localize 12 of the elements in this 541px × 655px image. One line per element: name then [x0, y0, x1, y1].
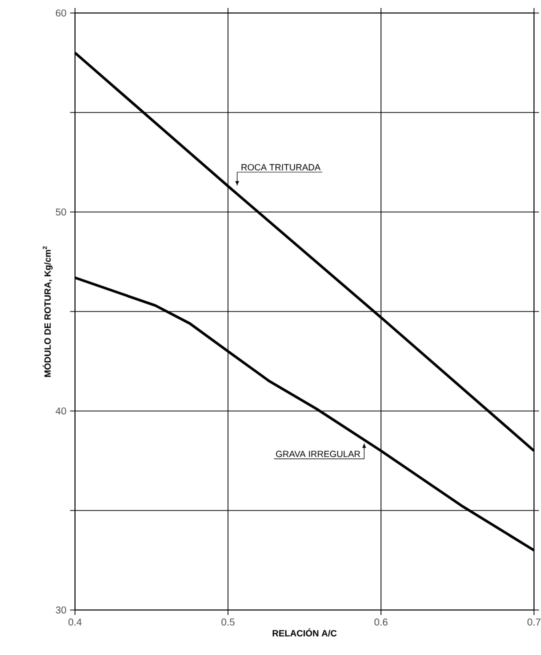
y-tick-label: 40	[56, 407, 66, 415]
y-tick-label: 30	[56, 606, 66, 614]
x-axis-title: RELACIÓN A/C	[272, 628, 337, 637]
x-tick-label: 0.6	[374, 618, 388, 626]
y-tick-label: 60	[56, 9, 66, 17]
y-tick-label: 50	[56, 208, 66, 216]
x-tick-label: 0.7	[527, 618, 540, 626]
annotation: ROCA TRITURADA	[242, 164, 321, 170]
x-tick-label: 0.4	[68, 618, 82, 626]
x-tick-label: 0.5	[221, 618, 235, 626]
annotation: GRAVA IRREGULAR	[276, 450, 360, 458]
y-axis-title: MÓDULO DE ROTURA, Kg/cm$^{2}$	[42, 246, 53, 377]
